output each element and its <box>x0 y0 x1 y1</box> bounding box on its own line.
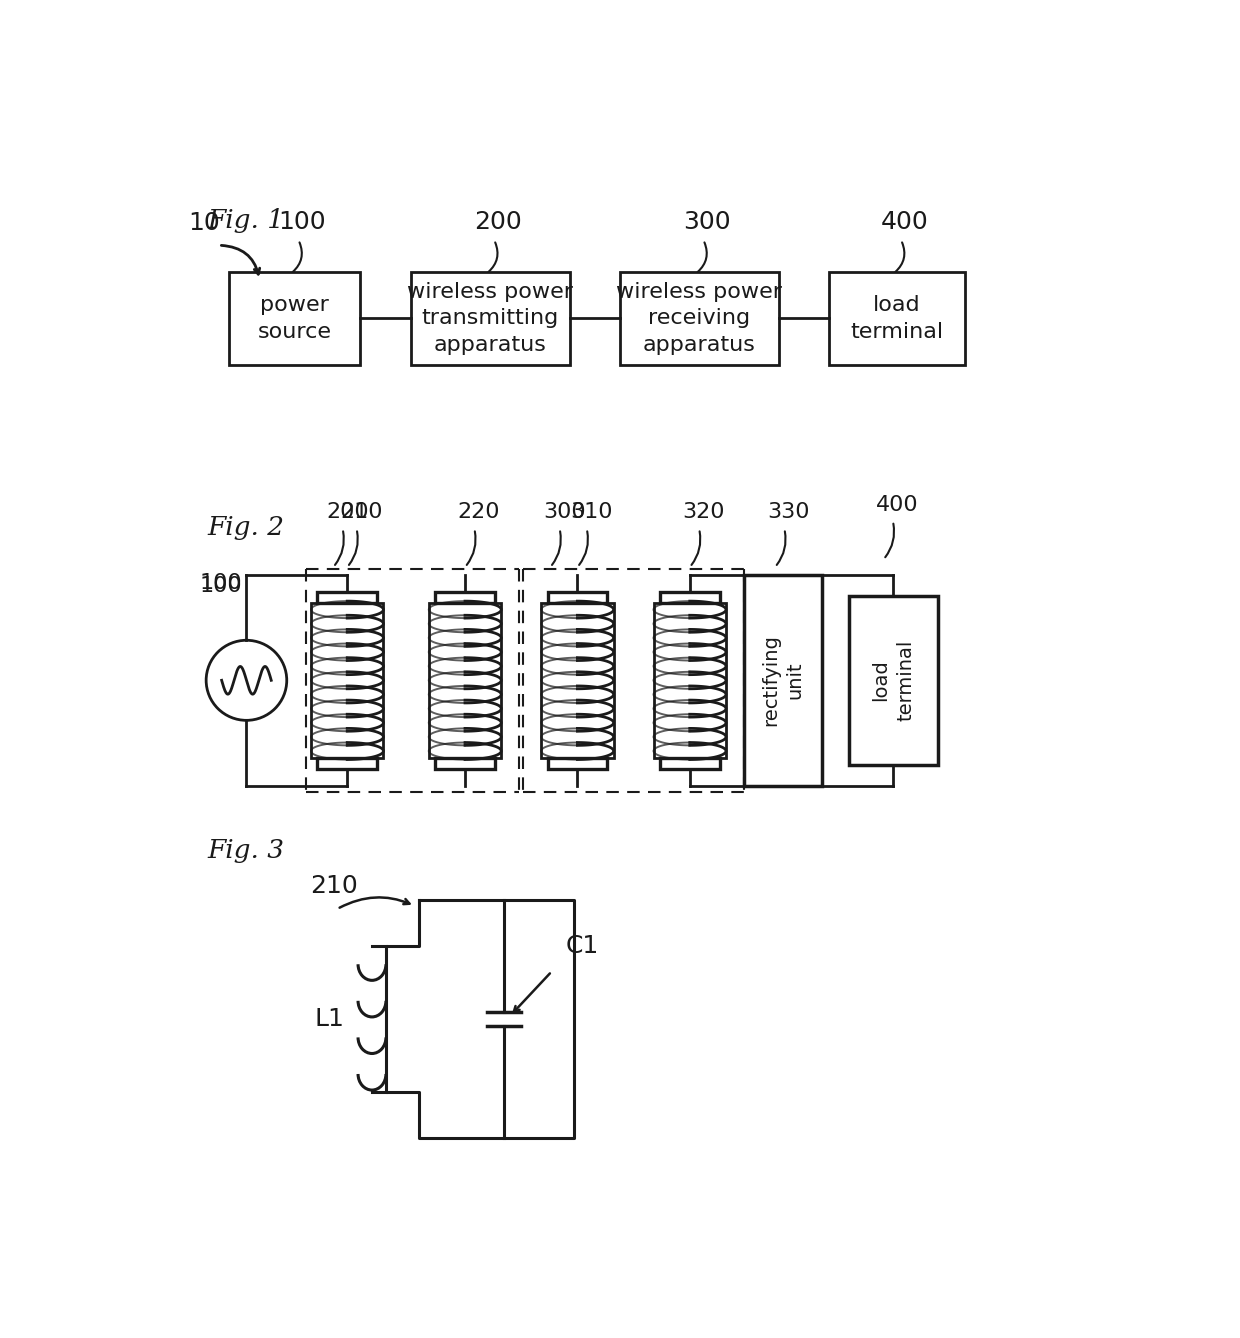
Text: 100: 100 <box>279 210 326 234</box>
Text: 10: 10 <box>188 211 219 235</box>
Text: 100: 100 <box>200 577 243 597</box>
Bar <box>435 759 495 769</box>
Text: 100: 100 <box>200 573 243 593</box>
Bar <box>541 602 614 759</box>
Bar <box>548 759 608 769</box>
Text: 400: 400 <box>877 495 919 515</box>
Bar <box>311 602 383 759</box>
Text: wireless power
transmitting
apparatus: wireless power transmitting apparatus <box>407 282 573 355</box>
Bar <box>429 602 501 759</box>
Bar <box>830 272 965 365</box>
Text: L1: L1 <box>314 1008 345 1032</box>
Bar <box>653 602 725 759</box>
Text: 220: 220 <box>458 503 500 522</box>
Text: load
terminal: load terminal <box>851 296 944 341</box>
Bar <box>744 575 821 785</box>
Bar <box>541 602 614 759</box>
Text: Fig. 1: Fig. 1 <box>207 209 285 233</box>
Bar <box>548 591 608 602</box>
Bar <box>228 272 361 365</box>
Bar <box>317 591 377 602</box>
Text: 400: 400 <box>880 210 929 234</box>
Text: 300: 300 <box>683 210 732 234</box>
Text: 210: 210 <box>310 874 358 898</box>
Text: power
source: power source <box>258 296 331 341</box>
Text: 320: 320 <box>682 503 725 522</box>
Text: 200: 200 <box>474 210 522 234</box>
Bar <box>848 595 937 765</box>
Text: 330: 330 <box>768 503 810 522</box>
Text: 310: 310 <box>570 503 613 522</box>
Text: wireless power
receiving
apparatus: wireless power receiving apparatus <box>616 282 782 355</box>
Text: Fig. 3: Fig. 3 <box>207 838 285 863</box>
Text: 210: 210 <box>340 503 382 522</box>
Text: load
terminal: load terminal <box>872 640 915 721</box>
Bar <box>311 602 383 759</box>
Bar <box>410 272 569 365</box>
Text: 300: 300 <box>543 503 585 522</box>
Text: C1: C1 <box>565 934 599 958</box>
Bar <box>435 591 495 602</box>
Bar <box>660 591 719 602</box>
Text: rectifying
unit: rectifying unit <box>761 634 805 727</box>
Bar <box>653 602 725 759</box>
Bar <box>317 759 377 769</box>
Bar <box>429 602 501 759</box>
Bar <box>620 272 779 365</box>
Text: Fig. 2: Fig. 2 <box>207 515 285 539</box>
Text: 200: 200 <box>326 503 368 522</box>
Bar <box>660 759 719 769</box>
